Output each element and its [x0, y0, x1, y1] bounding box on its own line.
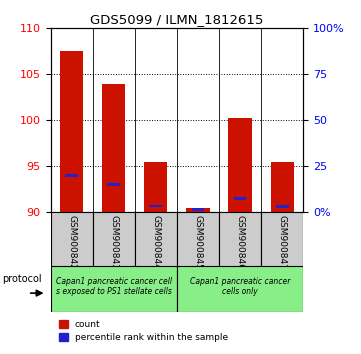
Text: protocol: protocol: [3, 274, 42, 284]
Bar: [60, 51, 83, 212]
Bar: [51, 266, 177, 312]
Bar: [144, 162, 168, 212]
Text: GSM900846: GSM900846: [236, 215, 244, 270]
Bar: [135, 212, 177, 266]
Bar: [102, 84, 125, 212]
Bar: [177, 212, 219, 266]
Bar: [271, 162, 294, 212]
Text: Capan1 pancreatic cancer
cells only: Capan1 pancreatic cancer cells only: [190, 276, 290, 296]
Text: GSM900845: GSM900845: [193, 215, 203, 270]
Text: GSM900847: GSM900847: [278, 215, 287, 270]
Bar: [186, 208, 209, 212]
Text: GSM900844: GSM900844: [151, 215, 160, 270]
Bar: [93, 212, 135, 266]
Bar: [51, 212, 93, 266]
Text: Capan1 pancreatic cancer cell
s exposed to PS1 stellate cells: Capan1 pancreatic cancer cell s exposed …: [56, 276, 172, 296]
Title: GDS5099 / ILMN_1812615: GDS5099 / ILMN_1812615: [90, 13, 264, 26]
Bar: [219, 212, 261, 266]
Bar: [234, 197, 247, 200]
Bar: [107, 183, 120, 186]
Bar: [192, 208, 204, 211]
Bar: [276, 205, 288, 208]
Bar: [261, 212, 303, 266]
Bar: [149, 205, 162, 207]
Bar: [229, 118, 252, 212]
Bar: [177, 266, 303, 312]
Legend: count, percentile rank within the sample: count, percentile rank within the sample: [55, 316, 232, 346]
Text: GSM900843: GSM900843: [109, 215, 118, 270]
Bar: [65, 174, 78, 177]
Text: GSM900842: GSM900842: [67, 215, 76, 270]
